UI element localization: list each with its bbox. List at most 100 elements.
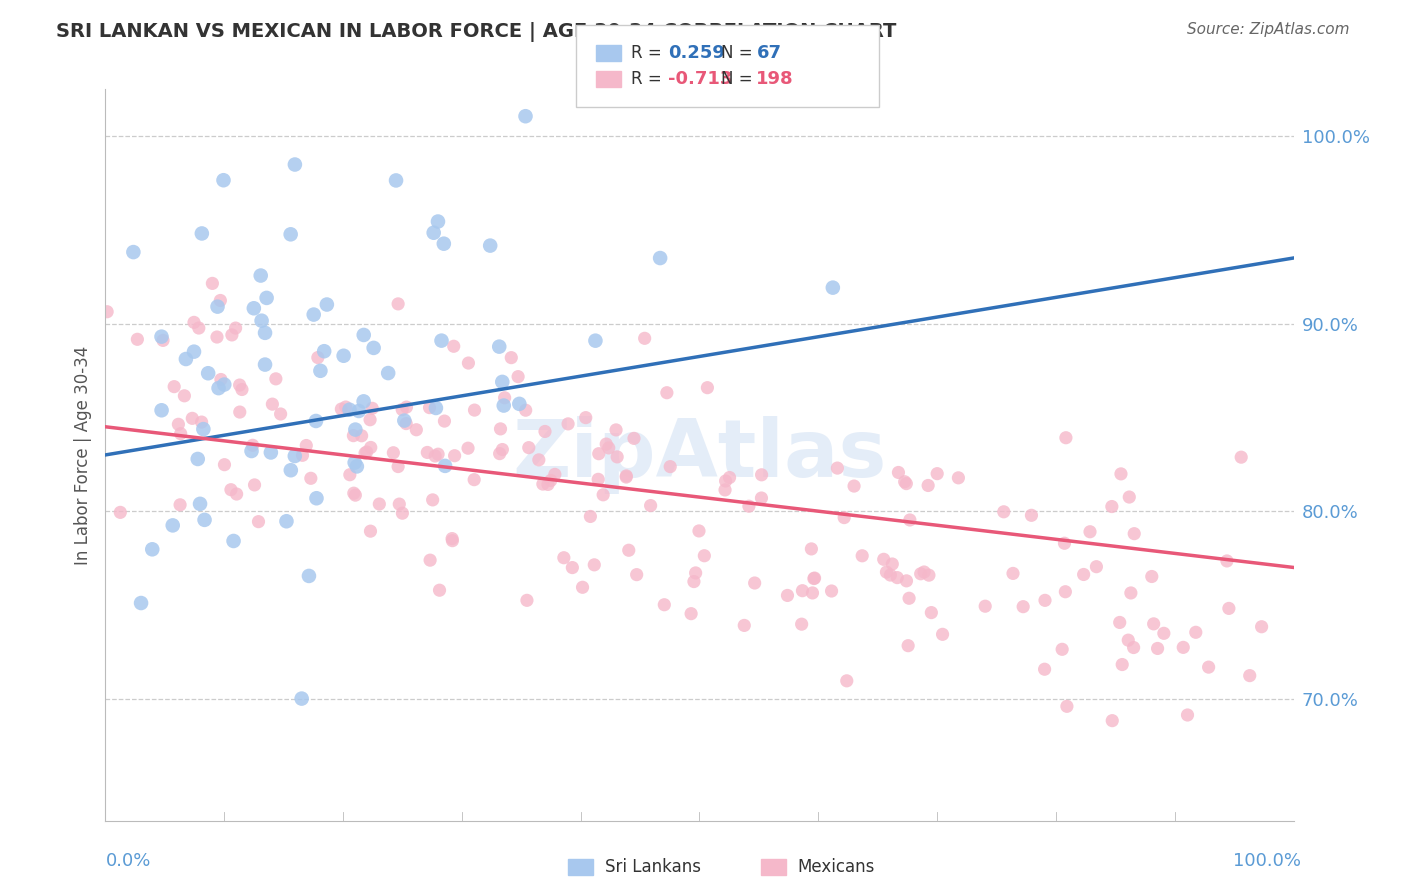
Point	[776, 589, 799, 603]
Point	[1012, 599, 1035, 614]
Point	[359, 413, 381, 427]
Point	[718, 470, 741, 484]
Point	[225, 321, 247, 335]
Point	[896, 574, 918, 588]
Point	[803, 572, 825, 586]
Point	[344, 423, 367, 437]
Point	[229, 405, 252, 419]
Point	[240, 444, 263, 458]
Point	[425, 401, 447, 415]
Point	[851, 549, 873, 563]
Point	[395, 400, 418, 414]
Point	[1001, 566, 1024, 581]
Point	[212, 173, 235, 187]
Point	[517, 441, 540, 455]
Point	[225, 487, 247, 501]
Point	[291, 448, 314, 462]
Point	[1085, 559, 1108, 574]
Point	[305, 414, 328, 428]
Point	[1056, 699, 1078, 714]
Point	[537, 477, 560, 491]
Point	[910, 566, 932, 581]
Point	[205, 330, 228, 344]
Point	[243, 478, 266, 492]
Point	[173, 389, 195, 403]
Text: Source: ZipAtlas.com: Source: ZipAtlas.com	[1187, 22, 1350, 37]
Point	[1054, 431, 1077, 445]
Point	[363, 341, 385, 355]
Point	[1073, 567, 1095, 582]
Point	[544, 467, 567, 482]
Point	[429, 583, 451, 598]
Point	[388, 497, 411, 511]
Point	[879, 568, 901, 582]
Point	[291, 691, 314, 706]
Point	[738, 499, 761, 513]
Point	[553, 550, 575, 565]
Point	[744, 576, 766, 591]
Point	[873, 552, 896, 566]
Point	[152, 334, 174, 348]
Point	[893, 475, 915, 489]
Text: ZipAtlas: ZipAtlas	[512, 416, 887, 494]
Text: N =: N =	[721, 44, 758, 62]
Point	[332, 349, 354, 363]
Point	[391, 506, 413, 520]
Point	[583, 334, 606, 348]
Point	[188, 497, 211, 511]
Point	[209, 293, 232, 308]
Point	[803, 571, 825, 585]
Point	[801, 586, 824, 600]
Point	[353, 394, 375, 409]
Point	[652, 598, 675, 612]
Point	[181, 411, 204, 425]
Point	[912, 565, 935, 579]
Point	[284, 449, 307, 463]
Point	[250, 314, 273, 328]
Point	[1230, 450, 1253, 465]
Point	[419, 553, 441, 567]
Point	[187, 452, 209, 467]
Point	[280, 463, 302, 477]
Point	[243, 301, 266, 316]
Text: -0.713: -0.713	[668, 70, 733, 88]
Point	[422, 226, 444, 240]
Point	[489, 422, 512, 436]
Text: 198: 198	[756, 70, 794, 88]
Point	[434, 458, 457, 473]
Point	[190, 415, 212, 429]
Point	[1111, 657, 1133, 672]
Point	[614, 469, 637, 483]
Point	[231, 383, 253, 397]
Point	[688, 524, 710, 538]
Point	[993, 505, 1015, 519]
Point	[1101, 500, 1123, 514]
Point	[714, 474, 737, 488]
Point	[221, 327, 243, 342]
Point	[433, 414, 456, 428]
Point	[422, 492, 444, 507]
Point	[209, 372, 232, 386]
Point	[1123, 526, 1146, 541]
Point	[1053, 536, 1076, 550]
Point	[207, 300, 229, 314]
Point	[353, 328, 375, 343]
Point	[492, 399, 515, 413]
Point	[330, 402, 353, 417]
Text: 0.259: 0.259	[668, 44, 724, 62]
Point	[141, 542, 163, 557]
Point	[751, 491, 773, 505]
Point	[346, 459, 368, 474]
Point	[427, 447, 450, 461]
Point	[368, 497, 391, 511]
Point	[214, 458, 236, 472]
Point	[800, 541, 823, 556]
Point	[122, 245, 145, 260]
Point	[931, 627, 953, 641]
Point	[305, 491, 328, 506]
Point	[821, 280, 844, 294]
Point	[425, 449, 447, 463]
Point	[260, 445, 283, 459]
Point	[506, 369, 529, 384]
Point	[430, 334, 453, 348]
